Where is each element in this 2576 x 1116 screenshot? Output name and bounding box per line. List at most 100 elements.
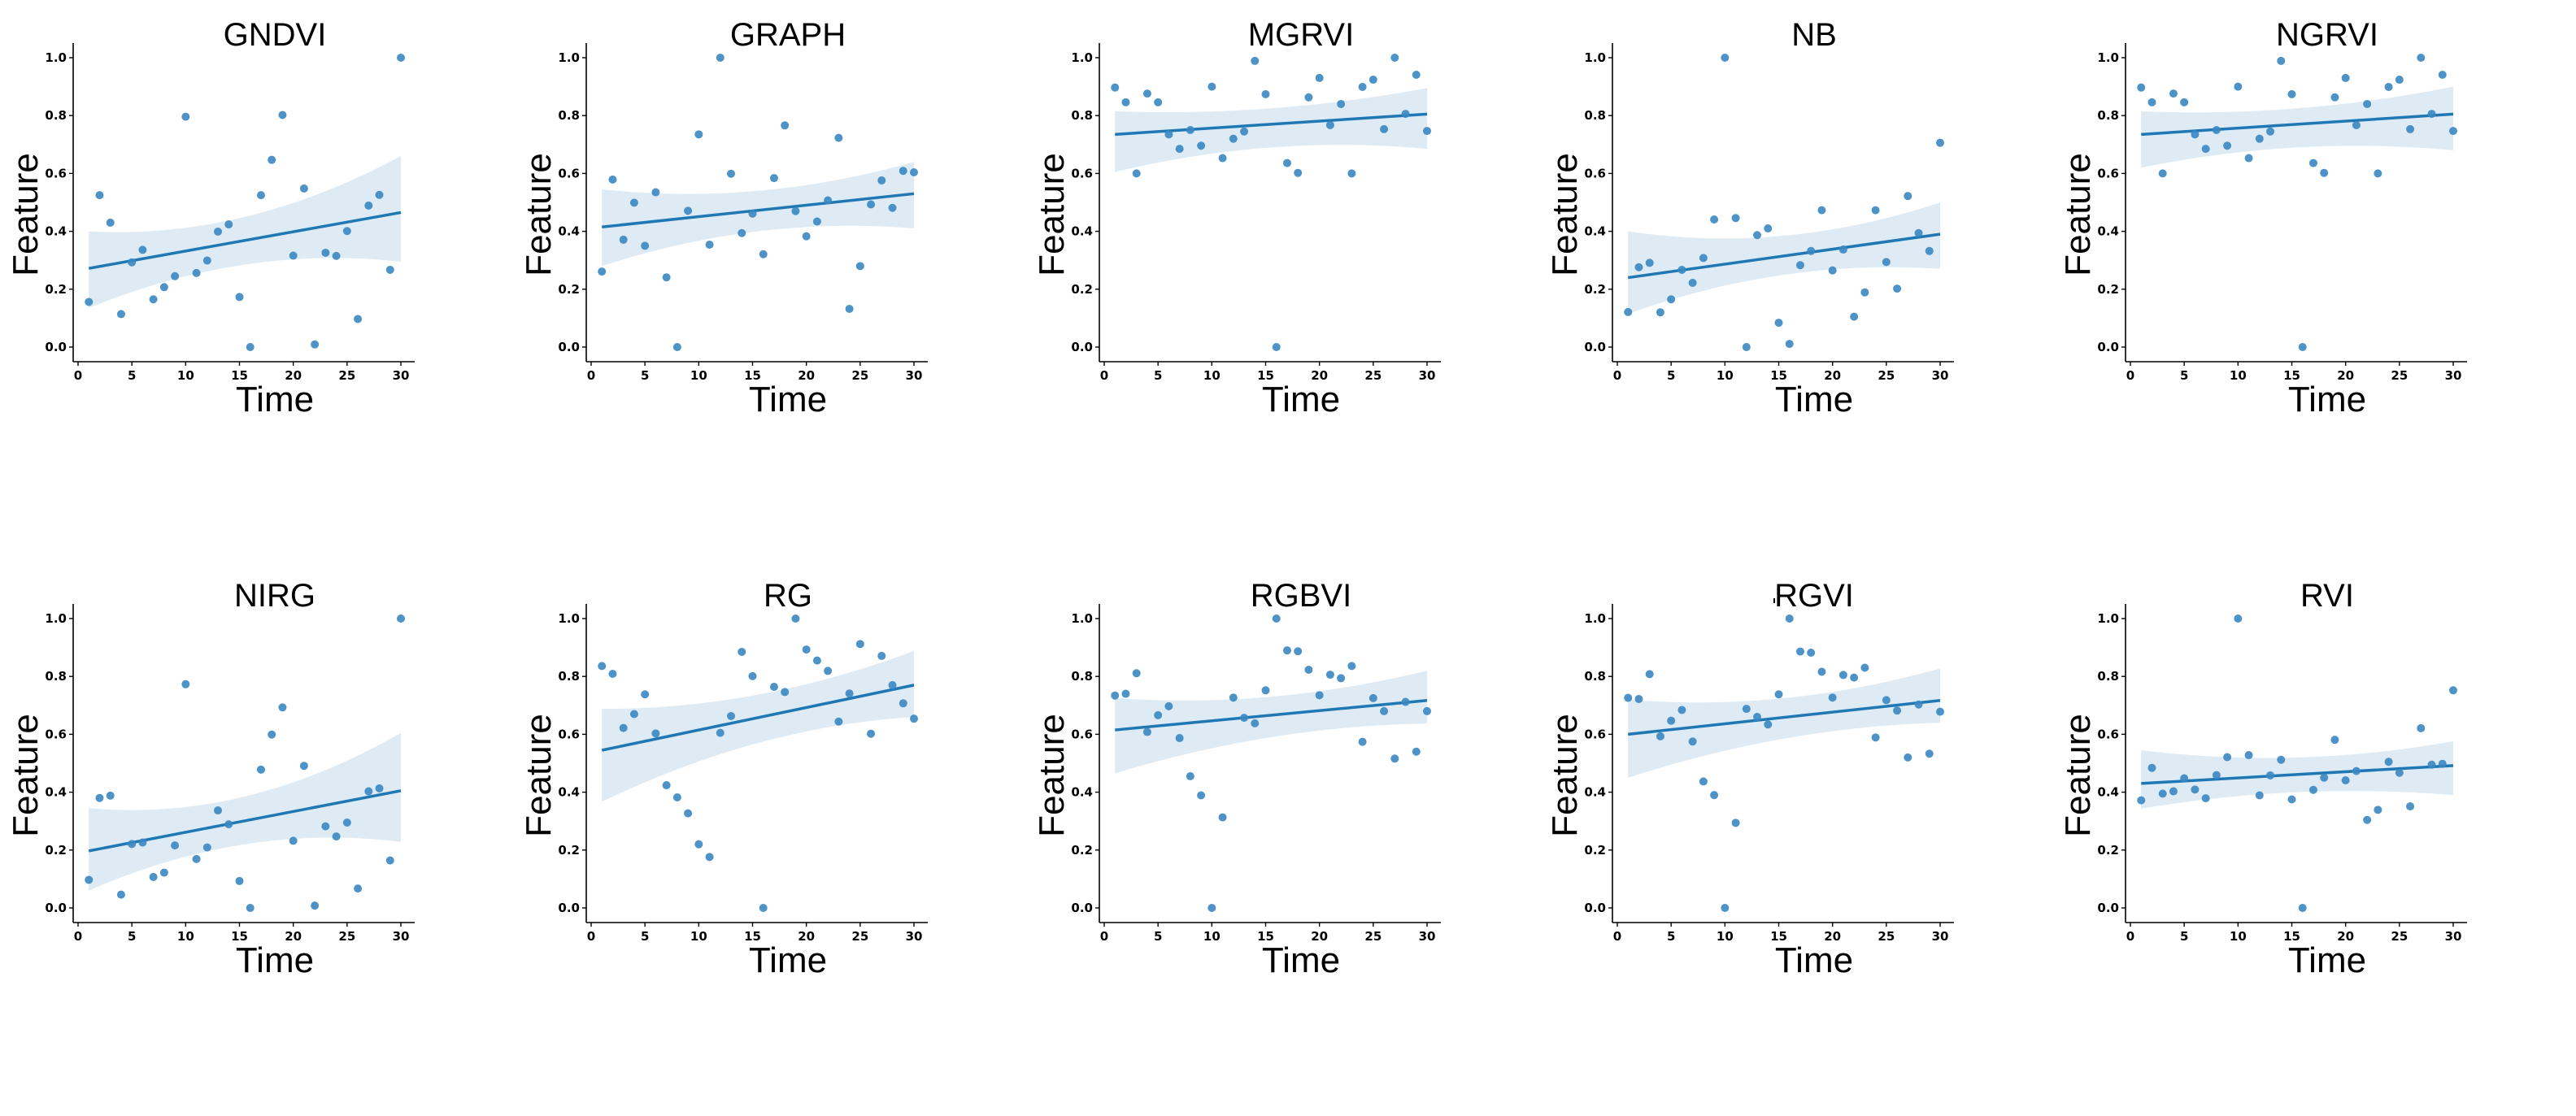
subplot-nirg: NIRG 0 5 10 15 20 25 30 0.0 0.2 0.4 0.6 0.8 1.0 Time Fe…	[6, 578, 415, 980]
data-point	[781, 688, 790, 697]
data-point	[354, 884, 363, 893]
data-point	[684, 809, 693, 818]
data-point	[748, 209, 757, 218]
y-tick-label: 0.0	[45, 340, 67, 354]
y-tick-label: 0.4	[1071, 224, 1093, 239]
data-point	[159, 868, 168, 877]
subplot-graph: GRAPH 0 5 10 15 20 25 30 0.0 0.2 0.4 0.6 0.8 1.0 Time F…	[519, 17, 928, 419]
data-point	[748, 671, 757, 680]
data-point	[1838, 671, 1847, 680]
data-point	[629, 710, 638, 719]
data-point	[2395, 76, 2404, 85]
data-point	[321, 248, 330, 257]
x-tick-label: 30	[1419, 368, 1436, 383]
data-point	[1186, 126, 1194, 134]
data-point	[662, 273, 671, 282]
data-point	[1121, 98, 1130, 106]
x-axis-label: Time	[749, 940, 827, 980]
x-tick-label: 10	[690, 368, 707, 383]
data-point	[598, 662, 607, 671]
data-point	[2180, 774, 2189, 783]
data-point	[2266, 127, 2275, 136]
data-point	[149, 295, 158, 304]
data-point	[1742, 705, 1751, 714]
data-point	[1677, 265, 1686, 274]
data-point	[138, 245, 147, 254]
data-point	[289, 251, 298, 260]
data-point	[1132, 669, 1141, 678]
data-point	[1401, 110, 1410, 119]
data-point	[1925, 246, 1934, 255]
x-tick-label: 0	[2126, 929, 2134, 944]
x-tick-label: 10	[1203, 929, 1221, 944]
y-tick-label: 0.6	[2097, 727, 2119, 741]
data-point	[1390, 754, 1399, 763]
x-tick-label: 0	[1613, 368, 1621, 383]
data-point	[1893, 284, 1902, 293]
data-point	[342, 227, 351, 236]
data-point	[2449, 127, 2457, 136]
x-tick-label: 15	[1770, 368, 1787, 383]
y-axis-label: Feature	[1032, 714, 1072, 837]
y-tick-label: 0.6	[558, 727, 580, 741]
data-point	[1904, 192, 1912, 201]
data-point	[834, 133, 843, 142]
data-point	[192, 854, 201, 863]
data-point	[2417, 723, 2426, 732]
data-point	[2137, 796, 2146, 805]
data-point	[1412, 71, 1421, 80]
data-point	[1624, 307, 1633, 316]
panel-title: NB	[1791, 17, 1837, 53]
data-point	[888, 680, 897, 689]
x-tick-label: 25	[338, 368, 355, 383]
x-tick-label: 5	[641, 368, 649, 383]
y-tick-label: 0.4	[1071, 785, 1093, 800]
data-point	[2244, 751, 2253, 760]
data-point	[2277, 755, 2286, 764]
data-point	[1710, 215, 1719, 224]
y-tick-label: 0.2	[1071, 282, 1093, 297]
y-tick-label: 0.6	[45, 727, 67, 741]
x-tick-label: 30	[1932, 929, 1949, 944]
data-point	[268, 730, 276, 739]
y-tick-label: 0.8	[2097, 669, 2119, 684]
title-artifact-mark	[1773, 598, 1775, 603]
data-point	[1699, 777, 1708, 786]
data-point	[694, 840, 703, 849]
data-point	[899, 167, 907, 176]
data-point	[214, 806, 223, 815]
data-point	[128, 840, 137, 849]
confidence-band	[1115, 88, 1427, 172]
y-tick-label: 0.8	[45, 108, 67, 123]
data-point	[1358, 737, 1367, 746]
data-point	[332, 251, 341, 260]
data-point	[332, 832, 341, 841]
y-tick-label: 0.4	[45, 785, 67, 800]
data-point	[608, 669, 617, 678]
data-point	[759, 904, 768, 912]
data-point	[278, 703, 287, 712]
data-point	[246, 904, 255, 912]
x-tick-label: 30	[2445, 929, 2462, 944]
x-axis-label: Time	[1262, 380, 1340, 419]
confidence-band	[602, 162, 914, 267]
data-point	[1667, 716, 1676, 725]
x-tick-label: 20	[1824, 929, 1841, 944]
data-point	[2234, 614, 2243, 623]
data-point	[2330, 736, 2339, 745]
data-point	[1645, 670, 1654, 679]
data-point	[116, 890, 125, 899]
data-point	[85, 875, 94, 884]
confidence-band	[1115, 671, 1427, 774]
panel-title: RGBVI	[1251, 578, 1351, 614]
data-point	[1624, 693, 1633, 702]
data-point	[375, 190, 384, 199]
data-point	[1282, 646, 1291, 655]
data-point	[769, 174, 778, 183]
x-tick-label: 30	[906, 929, 923, 944]
y-tick-label: 0.8	[1071, 669, 1093, 684]
x-axis-label: Time	[2288, 940, 2366, 980]
data-point	[2287, 89, 2296, 98]
confidence-band	[89, 732, 401, 891]
x-tick-label: 25	[2391, 368, 2408, 383]
